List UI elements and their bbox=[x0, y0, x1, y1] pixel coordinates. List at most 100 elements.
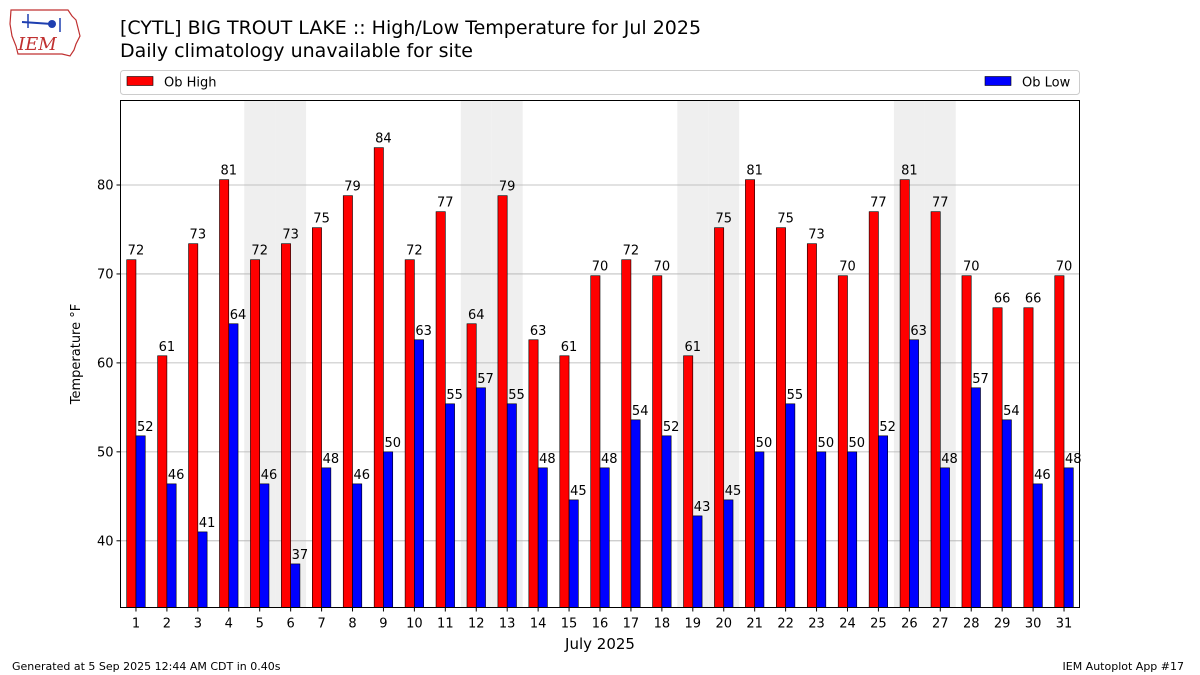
bar-low-day-2 bbox=[166, 483, 177, 608]
x-tick-label-9: 9 bbox=[379, 617, 387, 632]
label-high-day-6: 73 bbox=[282, 228, 299, 243]
x-tick-label-8: 8 bbox=[348, 617, 356, 632]
bar-high-day-27 bbox=[930, 211, 941, 608]
bar-high-day-22 bbox=[776, 227, 786, 608]
bar-high-day-4 bbox=[219, 179, 230, 608]
bar-high-day-3 bbox=[188, 243, 199, 608]
label-high-day-15: 61 bbox=[561, 340, 578, 355]
x-tick-label-22: 22 bbox=[777, 617, 794, 632]
label-low-day-1: 52 bbox=[137, 420, 154, 435]
label-low-day-19: 43 bbox=[694, 500, 711, 515]
bar-high-day-18 bbox=[652, 275, 663, 608]
x-tick-label-3: 3 bbox=[194, 617, 202, 632]
bar-high-day-28 bbox=[961, 275, 972, 608]
x-tick-label-29: 29 bbox=[994, 617, 1011, 632]
bar-low-day-1 bbox=[135, 435, 146, 608]
label-low-day-20: 45 bbox=[725, 484, 742, 499]
bar-high-day-23 bbox=[806, 243, 817, 608]
label-high-day-25: 77 bbox=[870, 196, 887, 211]
bar-low-day-23 bbox=[816, 451, 827, 608]
x-tick-label-12: 12 bbox=[468, 617, 485, 632]
bar-low-day-28 bbox=[970, 387, 981, 608]
label-high-day-7: 75 bbox=[313, 212, 330, 227]
label-low-day-21: 50 bbox=[756, 436, 773, 451]
bar-high-day-12 bbox=[466, 323, 477, 608]
data-labels: 72 61 73 81 72 73 75 79 84 72 77 64 79 63 61 70 72 70 61 75… bbox=[128, 132, 1082, 563]
label-low-day-6: 37 bbox=[292, 548, 309, 563]
x-tick-label-19: 19 bbox=[685, 617, 702, 632]
x-tick-label-16: 16 bbox=[592, 617, 609, 632]
legend-swatch-ob-high bbox=[126, 76, 154, 86]
x-tick-label-31: 31 bbox=[1056, 617, 1073, 632]
label-high-day-26: 81 bbox=[901, 164, 918, 179]
label-high-day-20: 75 bbox=[715, 212, 732, 227]
x-tick-label-7: 7 bbox=[317, 617, 325, 632]
x-tick-label-4: 4 bbox=[225, 617, 233, 632]
bar-high-day-15 bbox=[559, 355, 570, 608]
bar-high-day-10 bbox=[404, 259, 415, 608]
x-tick-label-14: 14 bbox=[530, 617, 547, 632]
label-low-day-15: 45 bbox=[570, 484, 587, 499]
bar-low-day-31 bbox=[1063, 467, 1074, 608]
x-tick-label-21: 21 bbox=[746, 617, 763, 632]
bar-low-day-20 bbox=[723, 499, 734, 608]
label-low-day-22: 55 bbox=[787, 388, 804, 403]
bar-high-day-1 bbox=[126, 259, 137, 608]
bar-high-day-11 bbox=[435, 211, 446, 608]
bar-low-day-11 bbox=[445, 403, 455, 608]
bar-high-day-24 bbox=[837, 275, 848, 608]
x-tick-label-23: 23 bbox=[808, 617, 825, 632]
label-low-day-8: 46 bbox=[354, 468, 371, 483]
label-high-day-29: 66 bbox=[994, 292, 1011, 307]
legend-label-ob-low: Ob Low bbox=[1022, 76, 1071, 91]
bar-low-day-22 bbox=[785, 403, 796, 608]
bar-low-day-6 bbox=[290, 563, 301, 608]
label-high-day-4: 81 bbox=[220, 164, 237, 179]
bar-low-day-15 bbox=[568, 499, 579, 608]
label-low-day-16: 48 bbox=[601, 452, 618, 467]
bar-high-day-6 bbox=[281, 243, 291, 608]
bar-low-day-21 bbox=[754, 451, 765, 608]
label-low-day-12: 57 bbox=[477, 372, 494, 387]
label-high-day-19: 61 bbox=[685, 340, 702, 355]
x-tick-label-18: 18 bbox=[654, 617, 671, 632]
bar-high-day-31 bbox=[1054, 275, 1065, 608]
label-low-day-17: 54 bbox=[632, 404, 649, 419]
label-high-day-21: 81 bbox=[746, 164, 763, 179]
label-high-day-1: 72 bbox=[128, 244, 145, 259]
bar-high-day-26 bbox=[899, 179, 910, 608]
x-tick-label-6: 6 bbox=[287, 617, 295, 632]
bar-high-day-30 bbox=[1023, 307, 1034, 608]
legend-box bbox=[120, 70, 1080, 95]
label-low-day-3: 41 bbox=[199, 516, 216, 531]
label-high-day-9: 84 bbox=[375, 132, 392, 147]
x-tick-label-17: 17 bbox=[623, 617, 640, 632]
label-high-day-5: 72 bbox=[251, 244, 268, 259]
label-low-day-10: 63 bbox=[415, 324, 432, 339]
logo-text: IEM bbox=[17, 34, 57, 55]
bar-high-day-29 bbox=[992, 307, 1003, 608]
x-tick-label-1: 1 bbox=[132, 617, 140, 632]
bar-high-day-9 bbox=[373, 147, 384, 608]
bar-high-day-19 bbox=[683, 355, 694, 608]
y-axis-label: Temperature °F bbox=[69, 304, 84, 405]
chart-subtitle: Daily climatology unavailable for site bbox=[120, 40, 473, 62]
bar-low-day-9 bbox=[383, 451, 394, 608]
bar-low-day-26 bbox=[909, 339, 919, 608]
bar-high-day-17 bbox=[621, 259, 632, 608]
label-low-day-28: 57 bbox=[972, 372, 989, 387]
bar-low-day-14 bbox=[537, 467, 548, 608]
bar-high-day-20 bbox=[714, 227, 725, 608]
x-tick-label-30: 30 bbox=[1025, 617, 1042, 632]
x-tick-label-5: 5 bbox=[256, 617, 264, 632]
x-tick-label-24: 24 bbox=[839, 617, 856, 632]
label-high-day-11: 77 bbox=[437, 196, 454, 211]
label-high-day-23: 73 bbox=[808, 228, 825, 243]
label-high-day-12: 64 bbox=[468, 308, 485, 323]
bar-low-day-16 bbox=[599, 467, 610, 608]
y-tick-label-50: 50 bbox=[97, 445, 114, 460]
bar-low-day-19 bbox=[692, 515, 703, 608]
label-low-day-2: 46 bbox=[168, 468, 185, 483]
label-low-day-31: 48 bbox=[1065, 452, 1082, 467]
iem-logo: IEM bbox=[8, 6, 84, 64]
